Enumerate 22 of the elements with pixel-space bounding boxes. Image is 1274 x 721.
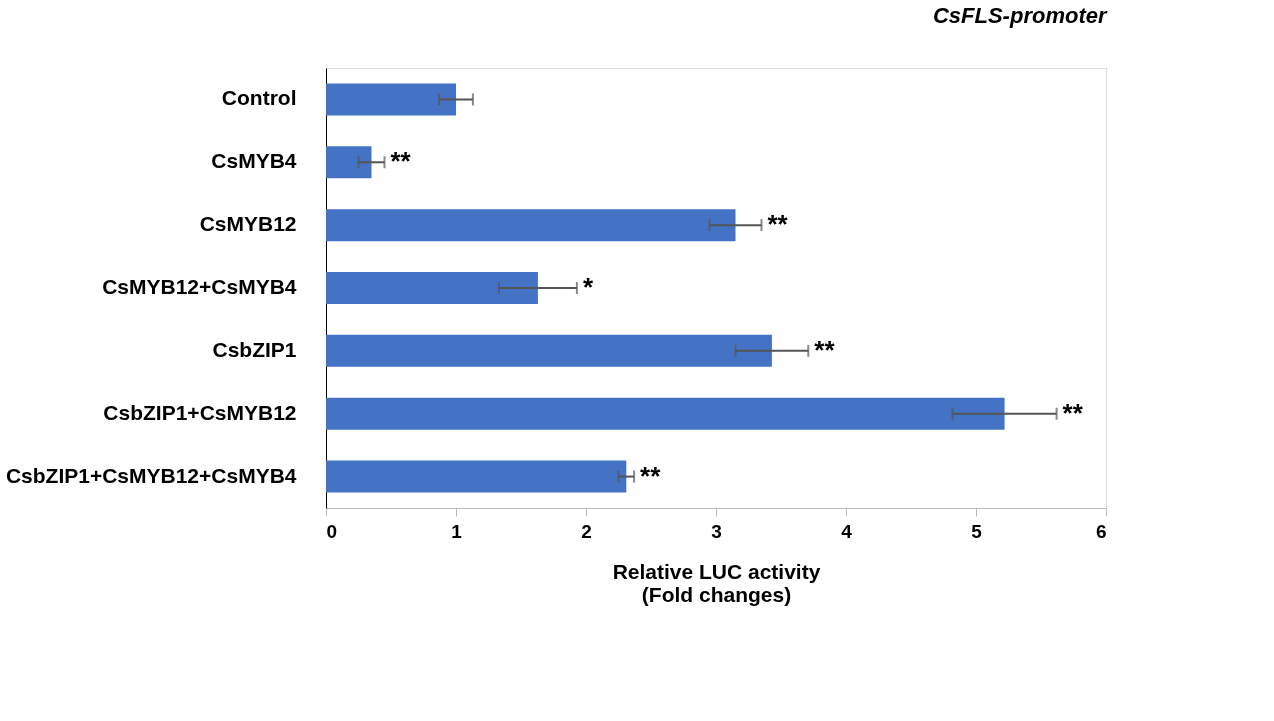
x-tick-label: 4	[841, 520, 853, 542]
x-axis-title: Relative LUC activity (Fold changes)	[612, 559, 821, 606]
data-label: **	[767, 209, 789, 240]
y-tick-label: CsbZIP1+CsMYB12	[103, 400, 297, 424]
data-label: **	[814, 334, 836, 365]
y-tick-label: CsMYB12+CsMYB4	[102, 275, 297, 298]
data-label: **	[390, 146, 412, 177]
x-tick-label: 6	[1095, 520, 1107, 542]
data-label: *	[582, 272, 594, 302]
x-tick-label: 2	[581, 520, 592, 542]
x-tick-label: 5	[971, 520, 983, 542]
y-tick-label: CsbZIP1	[212, 337, 297, 361]
data-label: **	[640, 460, 662, 491]
y-tick-label: CsbZIP1+CsMYB12+CsMYB4	[5, 463, 297, 487]
y-tick-label: Control	[221, 86, 297, 110]
x-tick-label: 1	[451, 520, 463, 542]
y-tick-label: CsMYB12	[199, 212, 297, 236]
y-tick-label: CsMYB4	[211, 149, 297, 173]
data-label: **	[1062, 397, 1084, 428]
x-tick-label: 0	[326, 520, 338, 542]
x-tick-label: 3	[711, 520, 722, 542]
chart-title: CsFLS-promoter	[932, 3, 1108, 28]
